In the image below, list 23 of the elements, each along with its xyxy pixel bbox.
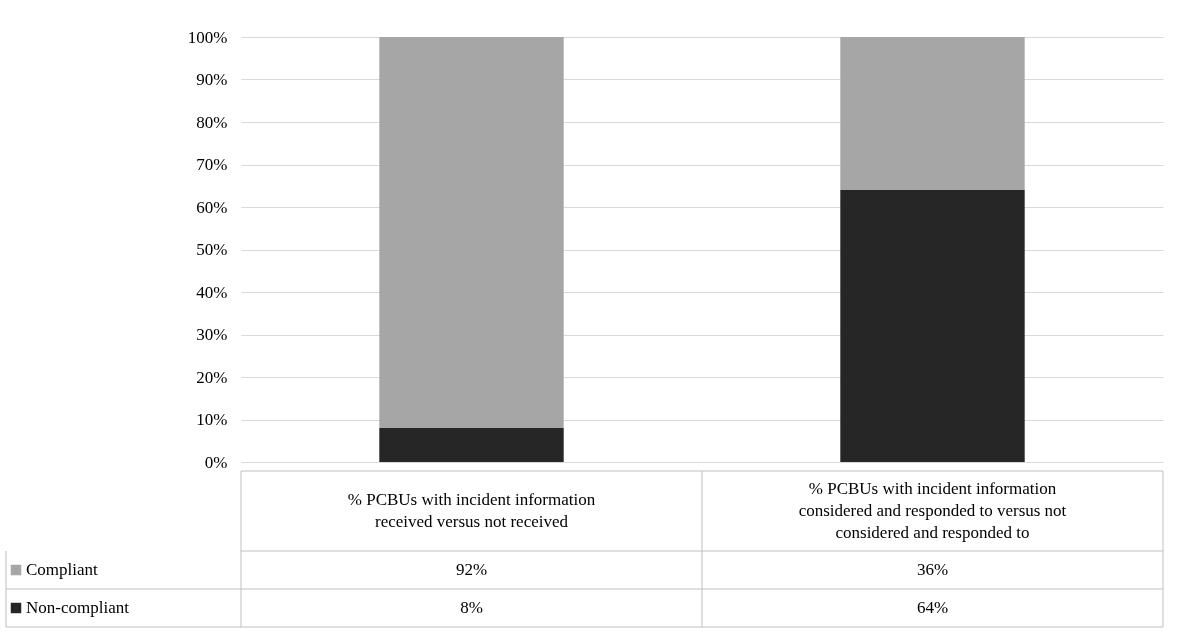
data-label: 64% (916, 598, 949, 617)
bar (840, 190, 1025, 462)
legend-label: Compliant (26, 560, 99, 579)
x-tick-label: % PCBUs with incident information considered and responded to versus not considered and responded to (798, 479, 1067, 542)
bar (379, 428, 564, 462)
bar (379, 37, 564, 428)
x-tick-label: % PCBUs with incident information received versus not received (347, 490, 596, 531)
y-tick-label: 10% (196, 410, 228, 429)
y-tick-label: 30% (196, 325, 228, 344)
y-tick-label: 80% (196, 112, 228, 132)
y-tick-label: 0% (204, 452, 228, 472)
data-label: 36% (916, 560, 949, 579)
data-label: 92% (455, 560, 488, 579)
y-tick-label: 90% (196, 70, 228, 89)
bar (840, 37, 1025, 190)
y-tick-label: 40% (196, 282, 228, 302)
y-tick-label: 20% (196, 367, 228, 387)
y-tick-label: 50% (196, 240, 228, 259)
y-tick-label: 60% (196, 197, 228, 217)
legend-label: Non-compliant (26, 598, 130, 617)
y-tick-label: 100% (187, 27, 228, 47)
y-tick-label: 70% (196, 155, 228, 174)
data-label: 8% (460, 598, 483, 617)
